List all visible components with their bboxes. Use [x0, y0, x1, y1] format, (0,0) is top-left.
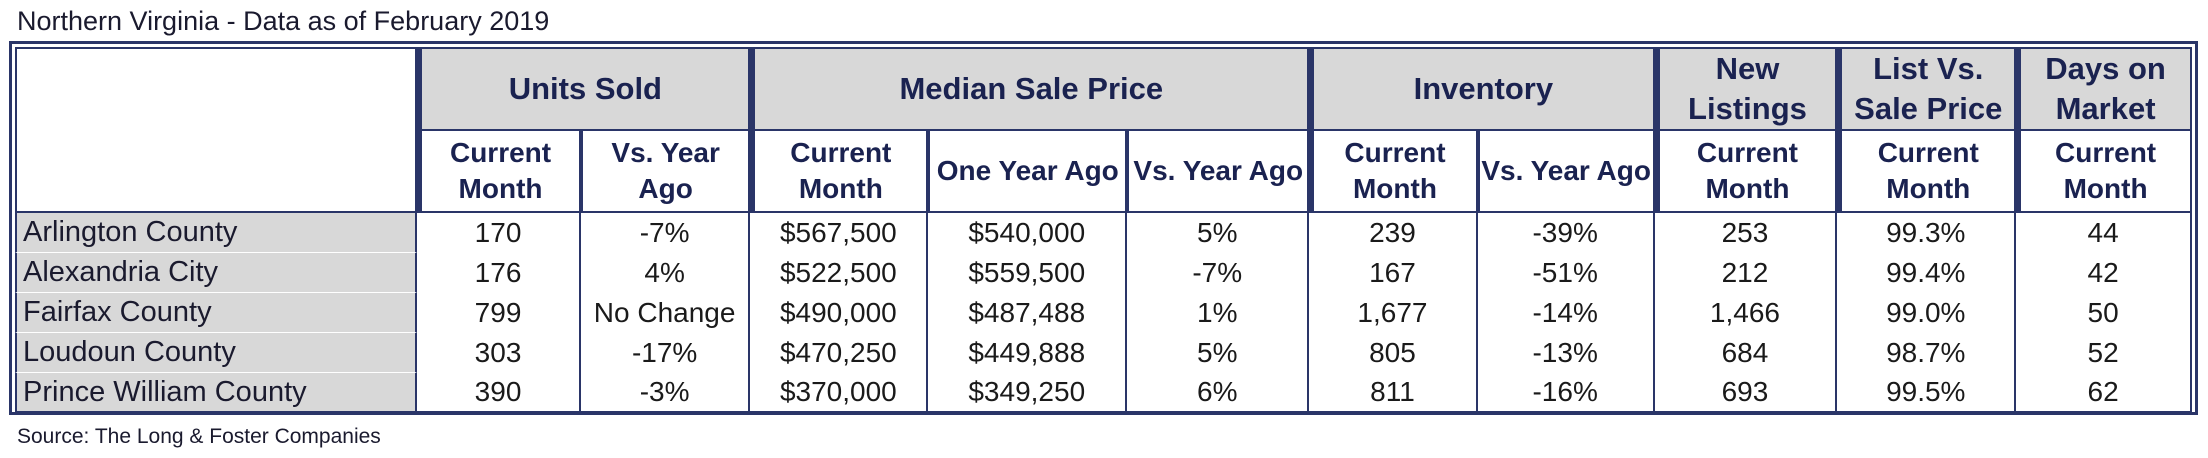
median-price-vs-year: -7%	[1127, 253, 1310, 293]
median-price-one-year-ago: $349,250	[928, 373, 1128, 413]
inventory-vs-year: -14%	[1478, 293, 1655, 333]
new-listings-current: 253	[1655, 213, 1838, 253]
units-sold-current: 799	[417, 293, 581, 333]
inventory-current: 1,677	[1309, 293, 1478, 333]
median-price-vs-year: 5%	[1127, 213, 1310, 253]
header-list-vs-sale-price: List Vs. Sale Price	[1837, 47, 2017, 131]
new-listings-current: 693	[1654, 373, 1838, 413]
header-days-on-market: Days on Market	[2016, 47, 2192, 131]
median-price-vs-year: 1%	[1127, 293, 1310, 333]
header-median-sale-price: Median Sale Price	[750, 47, 1310, 131]
header-inventory: Inventory	[1309, 47, 1655, 131]
area-name: Fairfax County	[15, 293, 418, 333]
median-price-one-year-ago: $449,888	[928, 333, 1128, 373]
area-name: Loudoun County	[15, 333, 418, 373]
inventory-vs-year: -51%	[1478, 253, 1655, 293]
units-sold-vs-year: No Change	[581, 293, 751, 333]
table-row: Prince William County 390 -3% $370,000 $…	[15, 373, 2192, 413]
header-new-listings: New Listings	[1654, 47, 1838, 131]
median-price-current: $490,000	[750, 293, 929, 333]
subheader-new-listings-current-month: Current Month	[1654, 131, 1838, 213]
subheader-inventory-vs-year-ago: Vs. Year Ago	[1477, 131, 1655, 213]
list-vs-sale-current: 99.0%	[1837, 293, 2017, 333]
header-units-sold: Units Sold	[417, 47, 751, 131]
inventory-vs-year: -16%	[1477, 373, 1655, 413]
area-name: Arlington County	[15, 213, 418, 253]
days-on-market-current: 52	[2016, 333, 2192, 373]
median-price-one-year-ago: $540,000	[928, 213, 1128, 253]
median-price-one-year-ago: $559,500	[928, 253, 1128, 293]
table-row: Fairfax County 799 No Change $490,000 $4…	[15, 293, 2192, 333]
units-sold-current: 390	[417, 373, 581, 413]
list-vs-sale-current: 99.5%	[1837, 373, 2017, 413]
days-on-market-current: 42	[2016, 253, 2192, 293]
new-listings-current: 1,466	[1655, 293, 1838, 333]
inventory-current: 167	[1309, 253, 1478, 293]
median-price-vs-year: 5%	[1127, 333, 1310, 373]
subheader-days-current-month: Current Month	[2016, 131, 2192, 213]
inventory-vs-year: -13%	[1478, 333, 1655, 373]
table-corner-cell	[15, 47, 418, 213]
subheader-units-vs-year-ago: Vs. Year Ago	[580, 131, 751, 213]
table-row: Arlington County 170 -7% $567,500 $540,0…	[15, 213, 2192, 253]
report-title: Northern Virginia - Data as of February …	[17, 6, 550, 36]
median-price-current: $370,000	[750, 373, 929, 413]
units-sold-vs-year: -7%	[581, 213, 751, 253]
new-listings-current: 684	[1655, 333, 1838, 373]
list-vs-sale-current: 99.3%	[1837, 213, 2017, 253]
market-data-table: Units Sold Median Sale Price Inventory N…	[15, 47, 2192, 413]
subheader-price-vs-year-ago: Vs. Year Ago	[1127, 131, 1310, 213]
subheader-units-current-month: Current Month	[417, 131, 581, 213]
units-sold-vs-year: -17%	[581, 333, 751, 373]
subheader-price-one-year-ago: One Year Ago	[928, 131, 1128, 213]
units-sold-current: 303	[417, 333, 581, 373]
subheader-list-vs-sale-current-month: Current Month	[1837, 131, 2017, 213]
area-name: Prince William County	[15, 373, 418, 413]
area-name: Alexandria City	[15, 253, 418, 293]
table-row: Loudoun County 303 -17% $470,250 $449,88…	[15, 333, 2192, 373]
list-vs-sale-current: 98.7%	[1837, 333, 2017, 373]
inventory-current: 239	[1309, 213, 1478, 253]
units-sold-current: 176	[417, 253, 581, 293]
units-sold-vs-year: -3%	[580, 373, 751, 413]
inventory-current: 805	[1309, 333, 1478, 373]
units-sold-current: 170	[417, 213, 581, 253]
median-price-one-year-ago: $487,488	[928, 293, 1128, 333]
market-data-table-frame: Units Sold Median Sale Price Inventory N…	[9, 41, 2198, 415]
median-price-current: $522,500	[750, 253, 929, 293]
new-listings-current: 212	[1655, 253, 1838, 293]
subheader-inventory-current-month: Current Month	[1309, 131, 1478, 213]
median-price-current: $470,250	[750, 333, 929, 373]
median-price-current: $567,500	[750, 213, 929, 253]
median-price-vs-year: 6%	[1127, 373, 1310, 413]
days-on-market-current: 50	[2016, 293, 2192, 333]
inventory-vs-year: -39%	[1478, 213, 1655, 253]
days-on-market-current: 62	[2016, 373, 2192, 413]
source-note: Source: The Long & Foster Companies	[17, 425, 381, 448]
table-row: Alexandria City 176 4% $522,500 $559,500…	[15, 253, 2192, 293]
inventory-current: 811	[1309, 373, 1478, 413]
units-sold-vs-year: 4%	[581, 253, 751, 293]
subheader-price-current-month: Current Month	[750, 131, 929, 213]
days-on-market-current: 44	[2016, 213, 2192, 253]
list-vs-sale-current: 99.4%	[1837, 253, 2017, 293]
